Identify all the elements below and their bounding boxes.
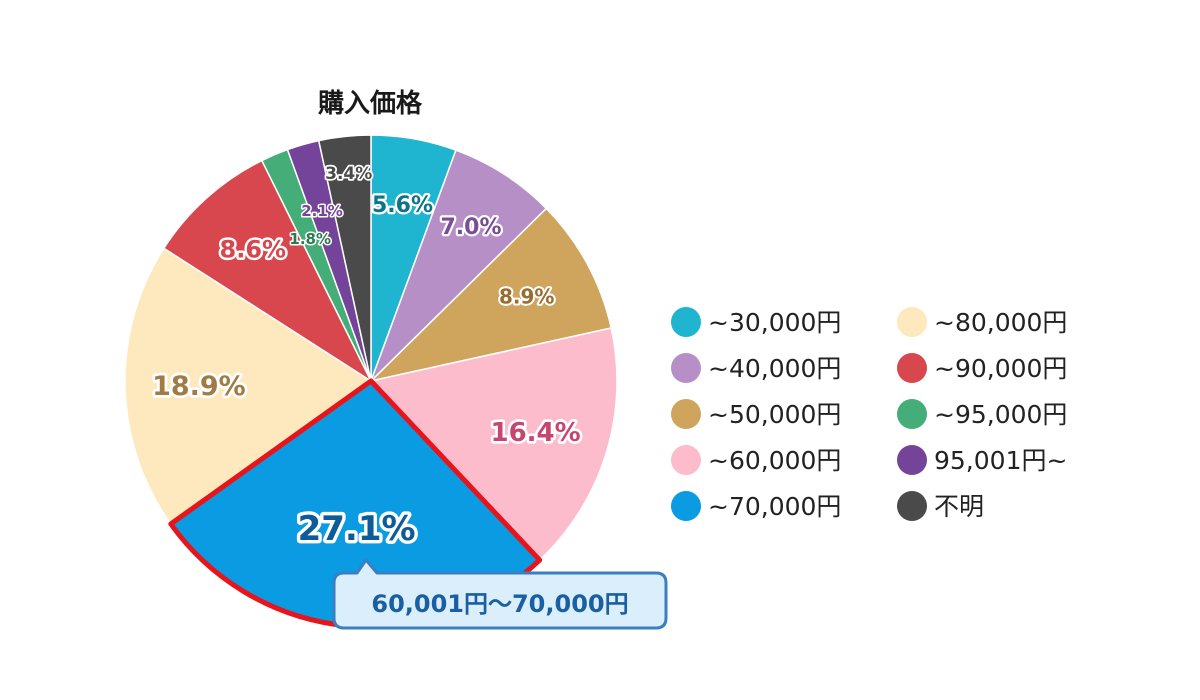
legend-swatch xyxy=(897,353,927,383)
legend-label: ~40,000円 xyxy=(708,354,841,383)
legend-label: ~80,000円 xyxy=(934,308,1067,337)
legend-label: ~70,000円 xyxy=(708,492,841,521)
tooltip-box xyxy=(332,558,668,630)
legend: ~30,000円 ~40,000円 ~50,000円 ~60,000円 ~70,000円… xyxy=(671,307,1067,521)
pie-slice[interactable] xyxy=(162,159,373,384)
pie-slice[interactable] xyxy=(317,134,372,382)
legend-swatch xyxy=(897,491,927,521)
slice-label: 2.1% xyxy=(301,202,343,220)
legend-label: ~30,000円 xyxy=(708,308,841,337)
chart-title: 購入価格 xyxy=(318,88,423,119)
slice-label: 8.9% xyxy=(499,285,554,309)
slice-label: 18.9% xyxy=(152,371,246,402)
tooltip-text: 60,001円～70,000円 xyxy=(371,590,628,618)
legend-label: ~95,000円 xyxy=(934,400,1067,429)
legend-swatch xyxy=(671,399,701,429)
slice-label: 8.6% xyxy=(220,236,287,264)
legend-label: ~50,000円 xyxy=(708,400,841,429)
legend-swatch xyxy=(897,445,927,475)
slice-label: 1.8% xyxy=(289,230,331,248)
pie-slices xyxy=(124,134,618,628)
slice-label: 3.4% xyxy=(325,164,372,184)
slice-label: 27.1% xyxy=(298,509,416,549)
legend-label: ~90,000円 xyxy=(934,354,1067,383)
legend-label: ~60,000円 xyxy=(708,446,841,475)
slice-label: 7.0% xyxy=(440,215,501,240)
pie-slice[interactable] xyxy=(124,247,373,526)
pie-slice[interactable] xyxy=(370,149,548,382)
pie-slice[interactable] xyxy=(368,207,613,383)
legend-swatch xyxy=(671,491,701,521)
legend-label: 不明 xyxy=(934,492,984,521)
legend-swatch xyxy=(671,307,701,337)
legend-swatch xyxy=(671,445,701,475)
slice-label: 16.4% xyxy=(490,418,580,448)
legend-swatch xyxy=(897,399,927,429)
tooltip: 60,001円～70,000円 xyxy=(332,558,668,630)
pie-slice[interactable] xyxy=(369,327,618,562)
legend-label: 95,001円~ xyxy=(934,446,1067,475)
slice-labels: 5.6% 7.0% 8.9% 16.4% 27.1% 18.9% 8.6% 1.8% 2.1% 3… xyxy=(149,162,583,552)
slice-label: 5.6% xyxy=(372,193,433,218)
legend-swatch xyxy=(897,307,927,337)
legend-swatch xyxy=(671,353,701,383)
